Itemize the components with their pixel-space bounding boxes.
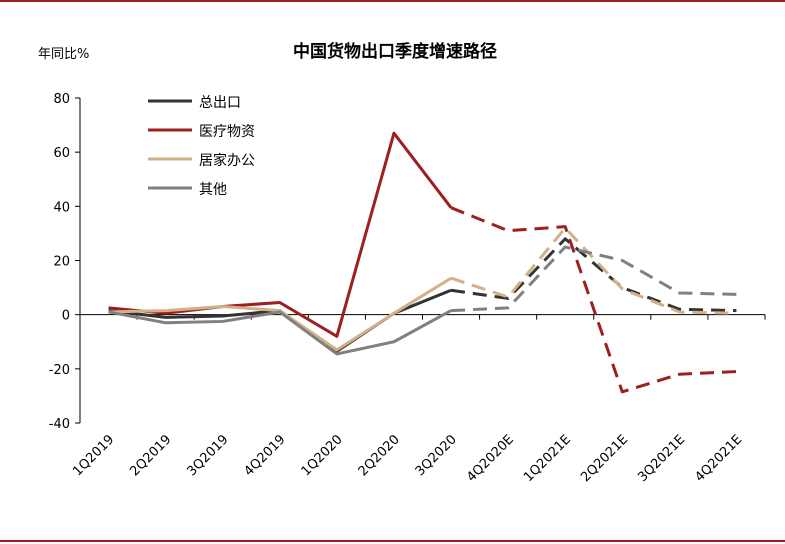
x-tick-label: 2Q2021E <box>578 432 631 485</box>
y-tick-label: -20 <box>49 363 70 378</box>
y-axis-label: 年同比% <box>38 47 89 62</box>
y-tick-label: -40 <box>49 417 70 432</box>
legend-label: 总出口 <box>199 95 241 111</box>
chart-title: 中国货物出口季度增速路径 <box>293 41 497 62</box>
bottom-border <box>0 540 785 542</box>
x-tick-label: 4Q2021E <box>692 432 745 485</box>
x-tick-label: 1Q2021E <box>521 432 574 485</box>
x-tick-label: 3Q2020 <box>413 432 460 479</box>
series-lines <box>108 131 737 394</box>
x-tick-label: 1Q2019 <box>70 432 117 479</box>
y-tick-label: 60 <box>53 146 70 161</box>
series-line-forecast <box>450 206 737 394</box>
legend-label: 居家办公 <box>199 152 255 169</box>
series-line-actual <box>108 131 453 338</box>
x-tick-label: 3Q2021E <box>635 432 688 485</box>
x-tick-label: 2Q2020 <box>356 432 403 479</box>
x-tick-label: 1Q2020 <box>299 432 346 479</box>
x-tick-label: 3Q2019 <box>184 432 231 479</box>
y-tick-label: 20 <box>53 255 70 270</box>
y-tick-label: 40 <box>53 200 70 215</box>
series-line-forecast <box>450 226 737 315</box>
series-line-forecast <box>450 245 737 313</box>
x-tick-label: 4Q2020E <box>464 432 517 485</box>
series-line-actual <box>108 309 452 356</box>
y-tick-label: 0 <box>62 309 70 324</box>
top-border <box>0 0 785 2</box>
y-tick-label: 80 <box>53 92 70 107</box>
legend-label: 医疗物资 <box>199 124 255 140</box>
x-tick-label: 4Q2019 <box>242 432 289 479</box>
series-line-forecast <box>450 237 737 313</box>
legend-label: 其他 <box>199 182 227 198</box>
x-tick-label: 2Q2019 <box>127 432 174 479</box>
